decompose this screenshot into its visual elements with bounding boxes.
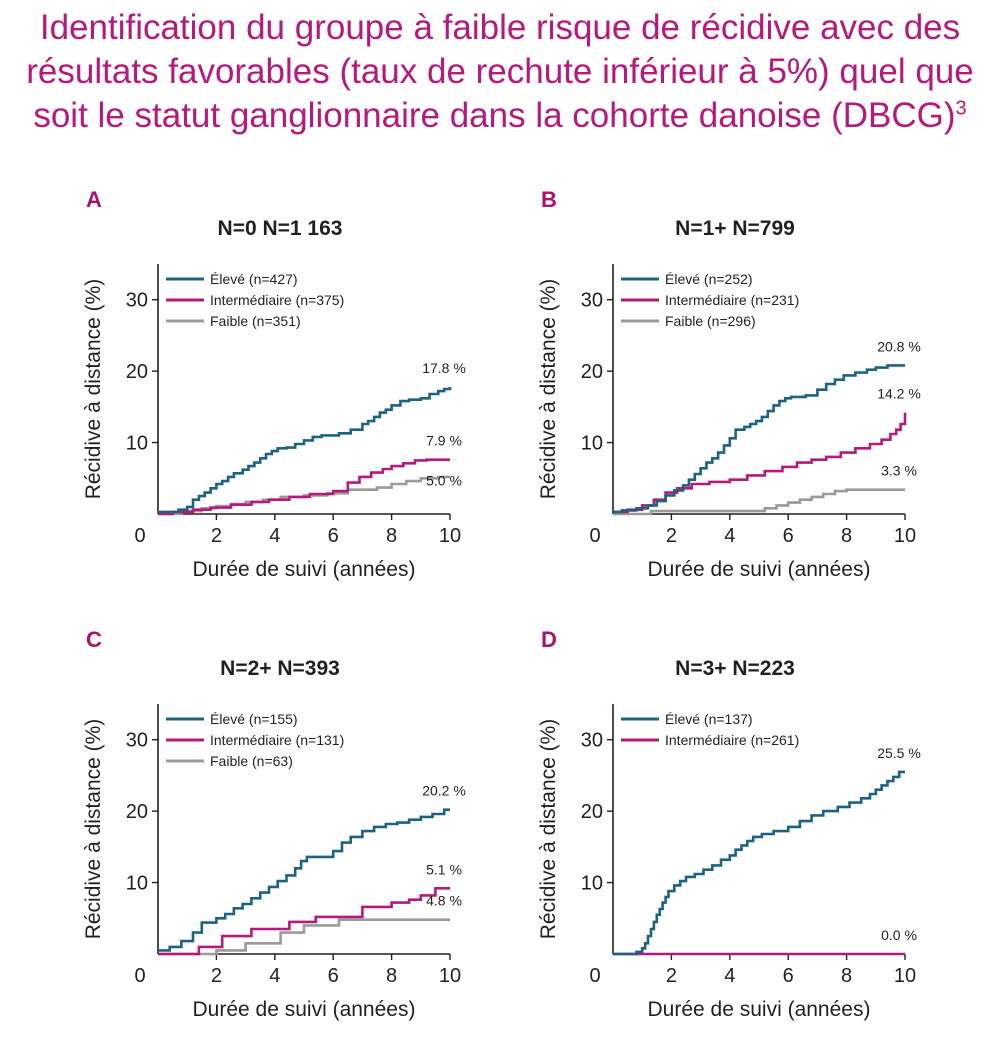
chart-panel-c: C N=2+ N=393 10 20 30 0 2 4 6 8 10 Durée de suivi (…: [60, 620, 515, 1060]
x-tick-label: 6: [783, 965, 794, 987]
y-axis-label: Récidive à distance (%): [82, 279, 105, 500]
x-axis-label: Durée de suivi (années): [193, 558, 416, 581]
legend-label-faible: Faible (n=296): [665, 313, 756, 329]
x-tick-label: 4: [269, 525, 280, 547]
end-value-label-eleve: 20.2 %: [422, 783, 466, 799]
end-value-label-intermediaire: 5.1 %: [426, 861, 462, 877]
x-axis-label: Durée de suivi (années): [193, 998, 416, 1021]
x-tick-label: 0: [134, 525, 145, 547]
x-tick-label: 10: [439, 965, 461, 987]
x-tick-label: 8: [386, 525, 397, 547]
x-tick-label: 6: [783, 525, 794, 547]
series-line-eleve: [613, 770, 905, 956]
chart-svg: A N=0 N=1 163 10 20 30 0 2 4 6 8 10 Durée de suivi …: [82, 187, 466, 581]
series-line-intermediaire: [158, 458, 450, 516]
x-tick-label: 10: [439, 525, 461, 547]
end-value-label-eleve: 25.5 %: [877, 745, 921, 761]
series-line-faible: [158, 918, 450, 956]
page-title: Identification du groupe à faible risque…: [0, 6, 1000, 138]
y-tick-label: 30: [126, 290, 148, 312]
x-tick-label: 0: [134, 965, 145, 987]
y-tick-label: 10: [581, 433, 603, 455]
chart-panel-b: B N=1+ N=799 10 20 30 0 2 4 6 8 10 Durée de suivi (…: [515, 180, 970, 620]
y-axis-label: Récidive à distance (%): [537, 719, 560, 940]
panel-letter: D: [541, 627, 557, 652]
x-tick-label: 6: [328, 525, 339, 547]
x-axis-label: Durée de suivi (années): [648, 558, 871, 581]
y-tick-label: 20: [581, 801, 603, 823]
legend-label-intermediaire: Intermédiaire (n=231): [665, 292, 799, 308]
end-value-label-eleve: 17.8 %: [422, 360, 466, 376]
y-axis-label: Récidive à distance (%): [537, 279, 560, 500]
x-tick-label: 0: [589, 965, 600, 987]
x-tick-label: 10: [894, 965, 916, 987]
panel-letter: B: [541, 187, 557, 212]
y-tick-label: 30: [126, 730, 148, 752]
chart-svg: D N=3+ N=223 10 20 30 0 2 4 6 8 10 Durée de suivi (…: [537, 627, 921, 1021]
end-value-label-intermediaire: 14.2 %: [877, 386, 921, 402]
legend-label-intermediaire: Intermédiaire (n=131): [210, 732, 344, 748]
legend-label-intermediaire: Intermédiaire (n=375): [210, 292, 344, 308]
chart-panel-a: A N=0 N=1 163 10 20 30 0 2 4 6 8 10 Durée de suivi …: [60, 180, 515, 620]
panel-title: N=0 N=1 163: [218, 217, 343, 240]
legend-label-eleve: Élevé (n=252): [665, 271, 753, 287]
series-line-eleve: [158, 808, 450, 952]
panel-title: N=3+ N=223: [675, 657, 795, 680]
legend-label-eleve: Élevé (n=155): [210, 711, 298, 727]
series-line-eleve: [613, 364, 905, 514]
x-tick-label: 4: [724, 965, 735, 987]
x-tick-label: 2: [666, 525, 677, 547]
page-title-text: Identification du groupe à faible risque…: [26, 8, 974, 135]
series-line-faible: [613, 488, 905, 516]
end-value-label-intermediaire: 7.9 %: [426, 433, 462, 449]
y-axis-label: Récidive à distance (%): [82, 719, 105, 940]
series-line-intermediaire: [158, 887, 450, 956]
x-tick-label: 2: [666, 965, 677, 987]
y-tick-label: 10: [126, 433, 148, 455]
x-tick-label: 10: [894, 525, 916, 547]
x-tick-label: 8: [841, 525, 852, 547]
x-tick-label: 8: [841, 965, 852, 987]
legend-label-faible: Faible (n=351): [210, 313, 301, 329]
end-value-label-faible: 3.3 %: [881, 463, 917, 479]
series-line-eleve: [158, 386, 452, 514]
x-tick-label: 8: [386, 965, 397, 987]
y-tick-label: 20: [126, 361, 148, 383]
x-tick-label: 2: [211, 525, 222, 547]
y-tick-label: 10: [581, 873, 603, 895]
legend-label-faible: Faible (n=63): [210, 753, 293, 769]
y-tick-label: 30: [581, 730, 603, 752]
x-tick-label: 2: [211, 965, 222, 987]
panel-letter: A: [86, 187, 102, 212]
end-value-label-faible: 5.0 %: [426, 473, 462, 489]
end-value-label-faible: 4.8 %: [426, 893, 462, 909]
x-tick-label: 6: [328, 965, 339, 987]
panel-title: N=1+ N=799: [675, 217, 795, 240]
panel-title: N=2+ N=393: [220, 657, 340, 680]
x-tick-label: 4: [724, 525, 735, 547]
legend-label-eleve: Élevé (n=137): [665, 711, 753, 727]
y-tick-label: 20: [581, 361, 603, 383]
page-title-reference: 3: [955, 97, 967, 120]
panel-letter: C: [86, 627, 102, 652]
chart-panel-d: D N=3+ N=223 10 20 30 0 2 4 6 8 10 Durée de suivi (…: [515, 620, 970, 1060]
end-value-label-intermediaire: 0.0 %: [881, 927, 917, 943]
legend-label-intermediaire: Intermédiaire (n=261): [665, 732, 799, 748]
y-tick-label: 10: [126, 873, 148, 895]
x-axis-label: Durée de suivi (années): [648, 998, 871, 1021]
end-value-label-eleve: 20.8 %: [877, 338, 921, 354]
x-tick-label: 0: [589, 525, 600, 547]
chart-svg: B N=1+ N=799 10 20 30 0 2 4 6 8 10 Durée de suivi (…: [537, 187, 921, 581]
legend-label-eleve: Élevé (n=427): [210, 271, 298, 287]
chart-svg: C N=2+ N=393 10 20 30 0 2 4 6 8 10 Durée de suivi (…: [82, 627, 466, 1021]
x-tick-label: 4: [269, 965, 280, 987]
series-line-intermediaire: [613, 412, 907, 514]
y-tick-label: 30: [581, 290, 603, 312]
y-tick-label: 20: [126, 801, 148, 823]
